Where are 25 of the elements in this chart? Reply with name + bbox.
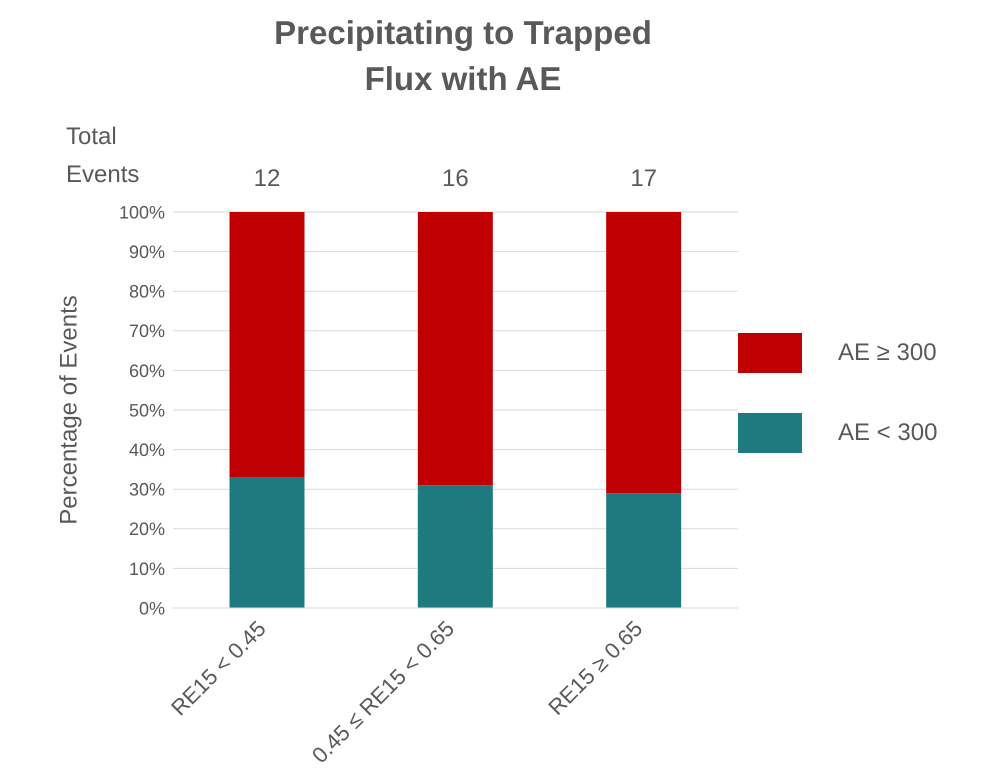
legend-label: AE ≥ 300 bbox=[838, 339, 937, 367]
y-tick-label: 70% bbox=[128, 321, 165, 342]
text: 17 bbox=[630, 165, 658, 192]
bar bbox=[230, 477, 304, 608]
text: 16 bbox=[442, 165, 469, 192]
y-tick-label: 100% bbox=[118, 202, 165, 222]
y-axis-title: Percentage of Events bbox=[56, 295, 83, 525]
y-tick-label: 0% bbox=[138, 598, 165, 618]
text: 12 bbox=[254, 165, 280, 192]
y-tick-label: 90% bbox=[128, 242, 165, 262]
bar bbox=[606, 493, 682, 608]
bar bbox=[230, 212, 304, 478]
y-tick-label: 60% bbox=[128, 360, 165, 381]
y-tick-label: 20% bbox=[128, 519, 165, 540]
y-tick-label: 80% bbox=[128, 282, 165, 302]
legend-label: AE < 300 bbox=[838, 419, 938, 447]
bar bbox=[418, 212, 493, 486]
y-tick-label: 10% bbox=[128, 558, 165, 579]
chart-title: Precipitating to Trapped Flux with AE bbox=[273, 13, 653, 99]
y-tick-label: 40% bbox=[128, 440, 165, 460]
bar bbox=[606, 212, 682, 494]
text: Total Events bbox=[66, 122, 140, 190]
y-tick-label: 30% bbox=[128, 480, 165, 500]
bar bbox=[418, 485, 493, 608]
y-tick-label: 50% bbox=[128, 400, 165, 420]
